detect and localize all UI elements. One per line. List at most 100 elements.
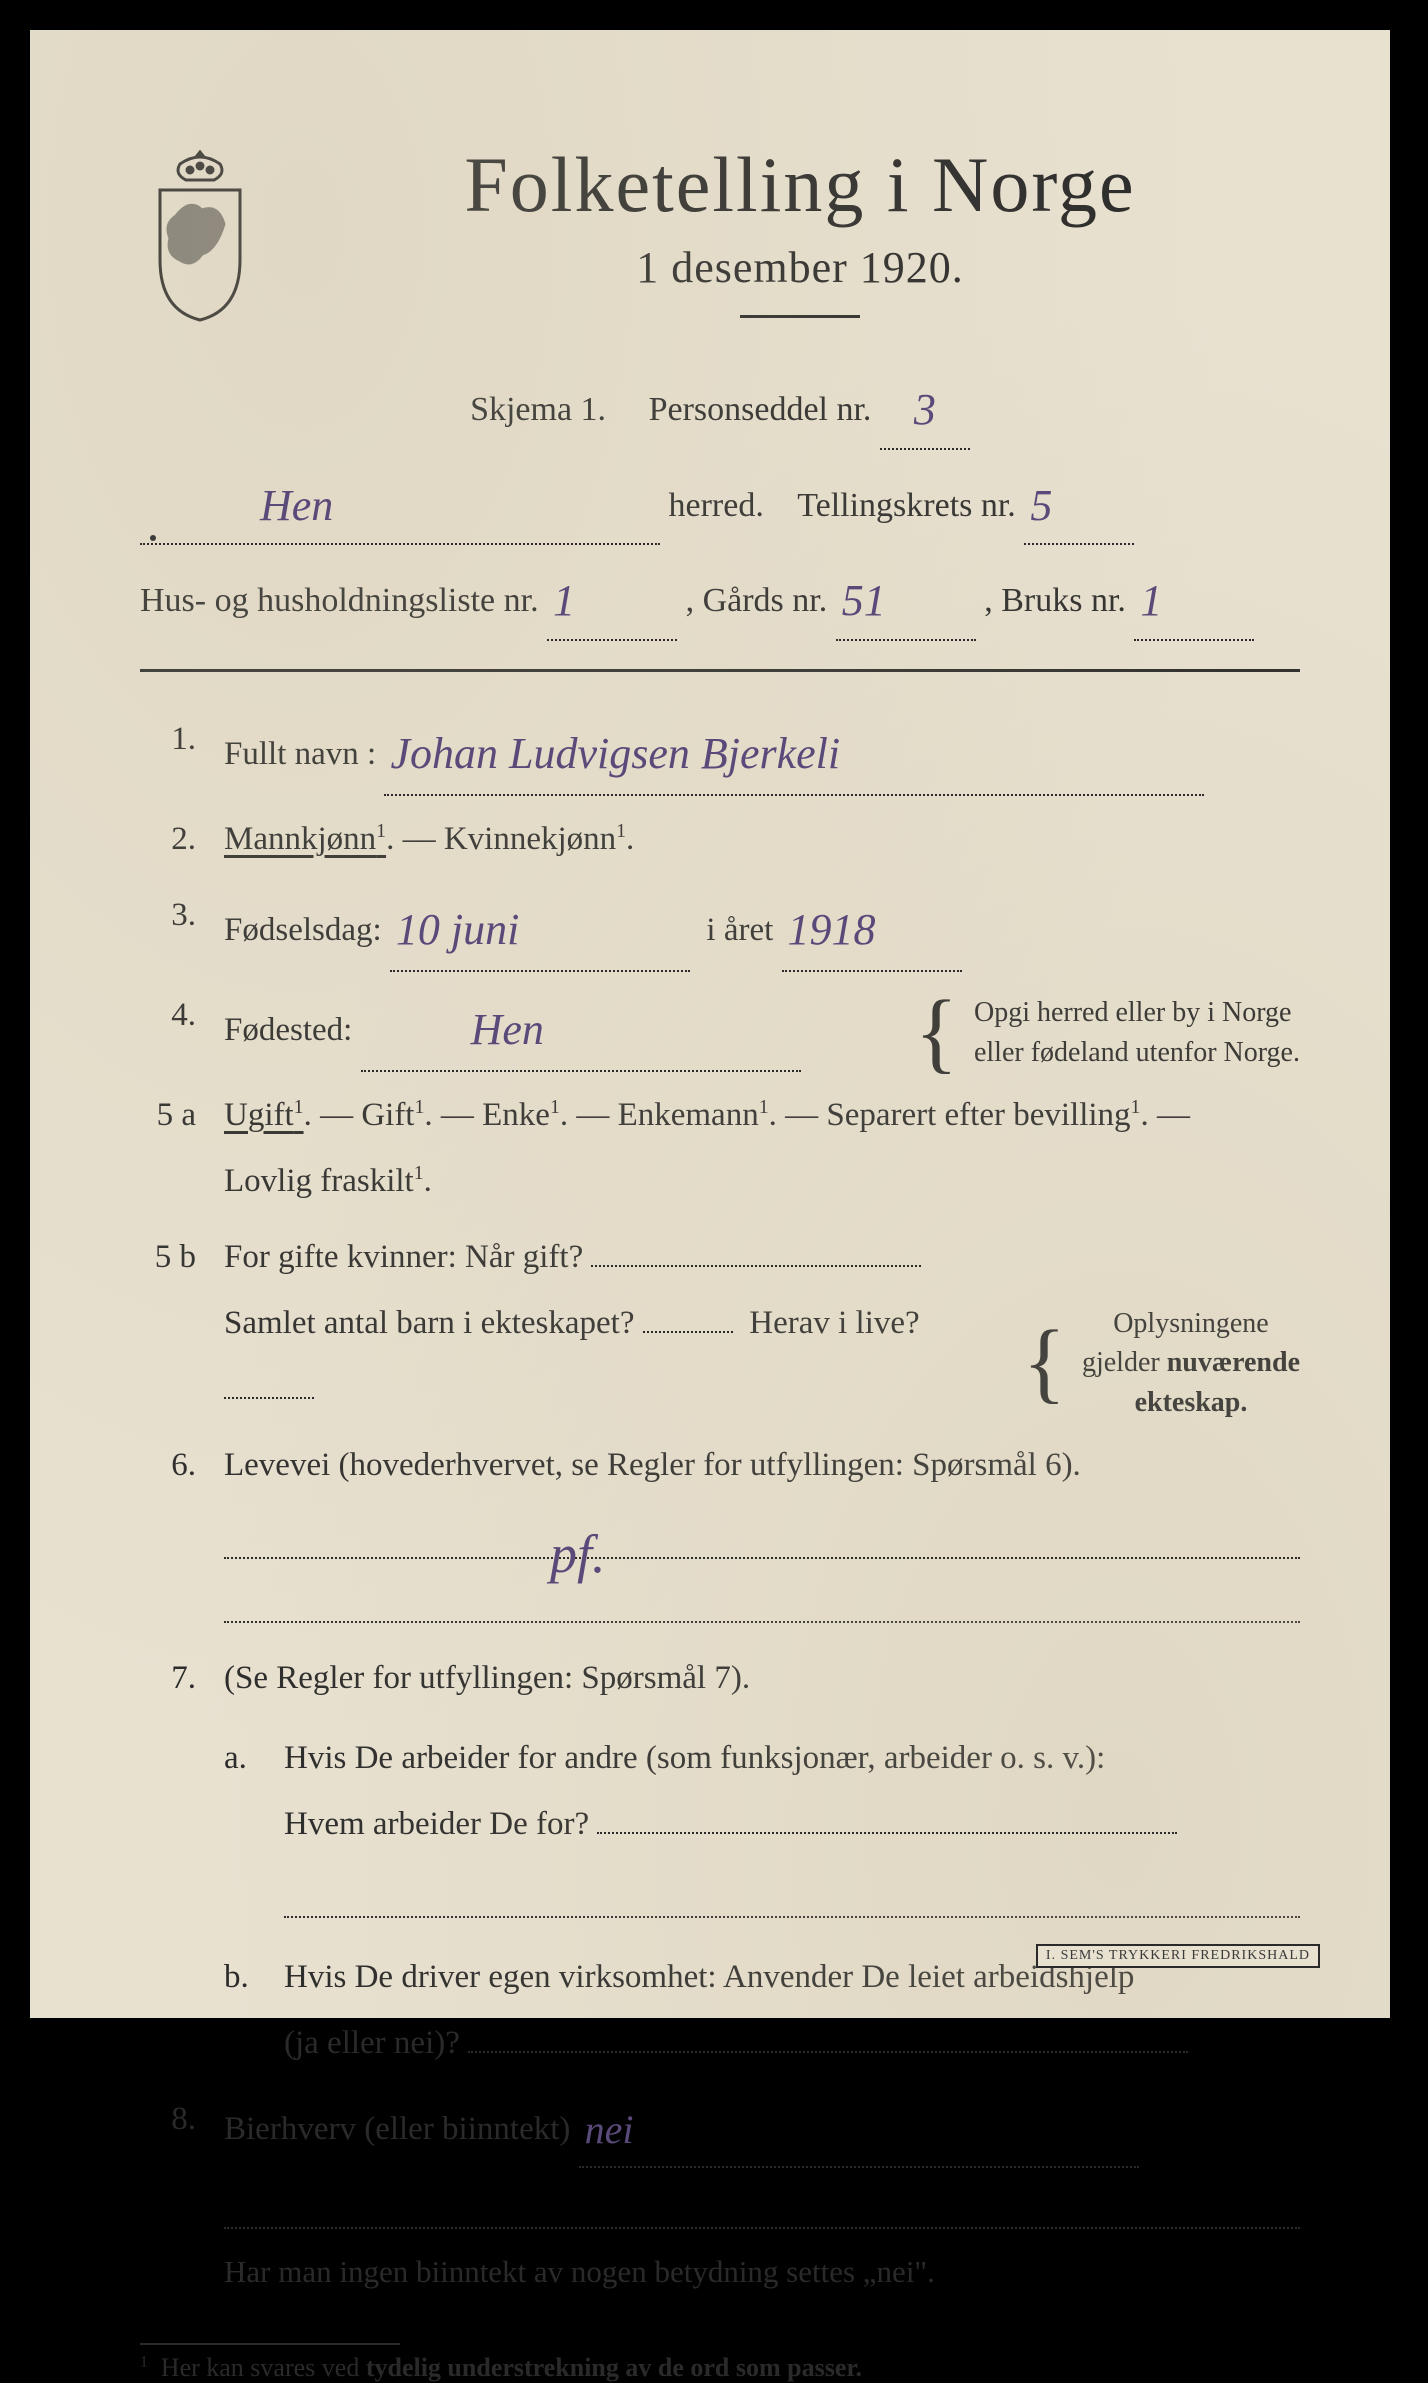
document-paper: Folketelling i Norge 1 desember 1920. Sk…: [30, 30, 1390, 2018]
printer-stamp: I. SEM'S TRYKKERI FREDRIKSHALD: [1036, 1944, 1320, 1968]
q6-label: Levevei (hovederhvervet, se Regler for u…: [224, 1432, 1300, 1498]
bruks-nr-field: 1: [1134, 555, 1254, 641]
q5a-enke: Enke1: [482, 1097, 560, 1133]
tellingskrets-label: Tellingskrets nr.: [797, 487, 1016, 524]
meta-row-3: Hus- og husholdningsliste nr. 1 , Gårds …: [140, 555, 1300, 641]
separator-rule: [140, 669, 1300, 672]
gards-label: , Gårds nr.: [686, 582, 828, 619]
footnote-rule: [140, 2343, 400, 2345]
meta-row-2: Hen herred. Tellingskrets nr. 5: [140, 460, 1300, 546]
q5b-body: For gifte kvinner: Når gift? Samlet anta…: [224, 1224, 1300, 1422]
q7b-l2: (ja eller nei)?: [284, 2010, 1300, 2076]
q4-note-l2: eller fødeland utenfor Norge.: [974, 1033, 1300, 1072]
q4-note: { Opgi herred eller by i Norge eller fød…: [909, 993, 1300, 1071]
q3-year-field: 1918: [782, 882, 962, 972]
footnote: 1 Her kan svares ved tydelig understrekn…: [140, 2353, 1300, 2383]
q5b: 5 b For gifte kvinner: Når gift? Samlet …: [140, 1224, 1300, 1422]
q5a-enkemann: Enkemann1: [618, 1097, 769, 1133]
q5b-note: { Oplysningene gjelder nuværende ekteska…: [1017, 1304, 1300, 1422]
herred-field: Hen: [140, 460, 660, 546]
title-rule: [740, 315, 860, 318]
question-list: 1. Fullt navn : Johan Ludvigsen Bjerkeli…: [140, 706, 1300, 2303]
q3-num: 3.: [140, 882, 196, 972]
gards-nr: 51: [836, 576, 892, 625]
q4-note-text: Opgi herred eller by i Norge eller fødel…: [974, 993, 1300, 1071]
q4-label: Fødested:: [224, 1012, 352, 1048]
q8-field: nei: [579, 2086, 1139, 2168]
footnote-marker: 1: [140, 2353, 148, 2370]
q4-num: 4.: [140, 982, 196, 1072]
q2-dash: —: [403, 821, 444, 857]
q5b-barn-field: [643, 1296, 733, 1332]
q7a-field-2: [284, 1865, 1300, 1918]
q4-value: Hen: [361, 1005, 550, 1054]
q3-year: 1918: [782, 905, 882, 954]
q7a-l1: Hvis De arbeider for andre (som funksjon…: [284, 1725, 1300, 1791]
q1-num: 1.: [140, 706, 196, 796]
q7b-num: b.: [224, 1944, 264, 2010]
q5b-line1: For gifte kvinner: Når gift?: [224, 1224, 997, 1290]
q8-field-2: [224, 2176, 1300, 2229]
personseddel-nr: 3: [908, 385, 942, 434]
q7a: a. Hvis De arbeider for andre (som funks…: [224, 1725, 1300, 1930]
q8-num: 8.: [140, 2086, 196, 2303]
meta-row-1: Skjema 1. Personseddel nr. 3: [140, 364, 1300, 450]
q5b-note-text: Oplysningene gjelder nuværende ekteskap.: [1082, 1304, 1300, 1422]
personseddel-nr-field: 3: [880, 364, 970, 450]
q4-field: Hen: [361, 982, 801, 1072]
q5b-line2: Samlet antal barn i ekteskapet? Herav i …: [224, 1290, 997, 1422]
q6-body: Levevei (hovederhvervet, se Regler for u…: [224, 1432, 1300, 1636]
tellingskrets-field: 5: [1024, 460, 1134, 546]
bruks-nr: 1: [1134, 576, 1168, 625]
q2-kvinne: Kvinnekjønn1: [444, 821, 626, 857]
q7-label: (Se Regler for utfyllingen: Spørsmål 7).: [224, 1645, 1300, 1711]
q8-label: Bierhverv (eller biinntekt): [224, 2111, 570, 2147]
q7-num: 7.: [140, 1645, 196, 2076]
q3-body: Fødselsdag: 10 juni i året 1918: [224, 882, 1300, 972]
q5b-gift-field: [591, 1230, 921, 1266]
q3: 3. Fødselsdag: 10 juni i året 1918: [140, 882, 1300, 972]
q5a-fraskilt: Lovlig fraskilt1: [224, 1163, 424, 1199]
q7a-field: [597, 1798, 1177, 1834]
herred-label: herred.: [669, 487, 764, 524]
main-title: Folketelling i Norge: [300, 140, 1300, 230]
title-block: Folketelling i Norge 1 desember 1920.: [300, 140, 1300, 354]
q2-body: Mannkjønn1. — Kvinnekjønn1.: [224, 806, 1300, 872]
herred-value: Hen: [140, 481, 339, 530]
q2-mann: Mannkjønn1: [224, 821, 386, 857]
q7a-l2: Hvem arbeider De for?: [284, 1791, 1300, 1857]
q3-day-field: 10 juni: [390, 882, 690, 972]
q1: 1. Fullt navn : Johan Ludvigsen Bjerkeli: [140, 706, 1300, 796]
q5b-num: 5 b: [140, 1224, 196, 1422]
tellingskrets-nr: 5: [1024, 481, 1058, 530]
q1-body: Fullt navn : Johan Ludvigsen Bjerkeli: [224, 706, 1300, 796]
q5b-left: For gifte kvinner: Når gift? Samlet anta…: [224, 1224, 997, 1422]
q7: 7. (Se Regler for utfyllingen: Spørsmål …: [140, 1645, 1300, 2076]
q1-label: Fullt navn :: [224, 736, 376, 772]
q4: 4. Fødested: Hen { Opgi herred eller by …: [140, 982, 1300, 1072]
q6-num: 6.: [140, 1432, 196, 1636]
q3-label: Fødselsdag:: [224, 912, 382, 948]
q5a: 5 a Ugift1. — Gift1. — Enke1. — Enkemann…: [140, 1082, 1300, 1214]
q8-hint: Har man ingen biinntekt av nogen betydni…: [224, 2241, 1300, 2303]
q6-field-1: pf.: [224, 1506, 1300, 1559]
q7-body: (Se Regler for utfyllingen: Spørsmål 7).…: [224, 1645, 1300, 2076]
q7a-num: a.: [224, 1725, 264, 1791]
q5a-num: 5 a: [140, 1082, 196, 1214]
q2-num: 2.: [140, 806, 196, 872]
q3-day: 10 juni: [390, 905, 525, 954]
q6: 6. Levevei (hovederhvervet, se Regler fo…: [140, 1432, 1300, 1636]
skjema-label: Skjema 1.: [470, 391, 606, 428]
q6-field-2: [224, 1571, 1300, 1624]
q8-body: Bierhverv (eller biinntekt) nei Har man …: [224, 2086, 1300, 2303]
brace-icon: {: [915, 997, 958, 1069]
q1-field: Johan Ludvigsen Bjerkeli: [384, 706, 1204, 796]
q7a-body: Hvis De arbeider for andre (som funksjon…: [284, 1725, 1300, 1930]
q2: 2. Mannkjønn1. — Kvinnekjønn1.: [140, 806, 1300, 872]
scan-frame: Folketelling i Norge 1 desember 1920. Sk…: [0, 0, 1428, 2048]
hus-label: Hus- og husholdningsliste nr.: [140, 582, 539, 619]
brace-icon: {: [1023, 1327, 1066, 1399]
q5a-gift: Gift1: [361, 1097, 424, 1133]
q5a-body: Ugift1. — Gift1. — Enke1. — Enkemann1. —…: [224, 1082, 1300, 1214]
q4-left: Fødested: Hen: [224, 982, 889, 1072]
